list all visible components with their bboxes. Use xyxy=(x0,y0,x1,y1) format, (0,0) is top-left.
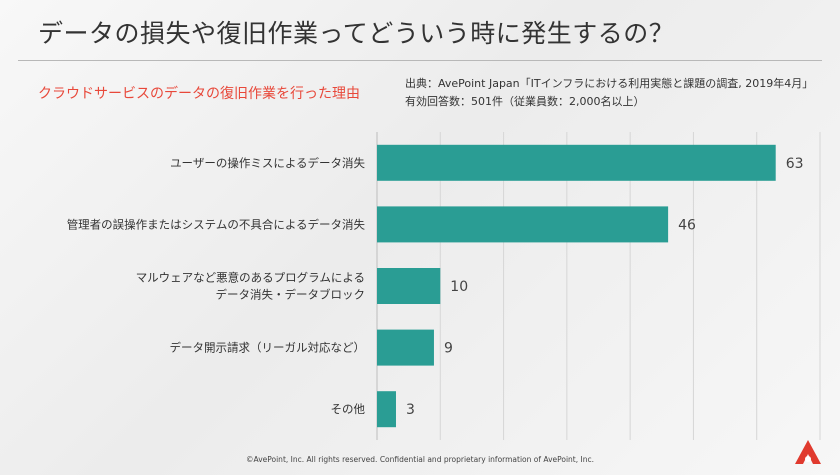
category-label: データ開示請求（リーガル対応など） xyxy=(170,341,366,355)
bar xyxy=(377,391,396,428)
category-label: 管理者の誤操作またはシステムの不具合によるデータ消失 xyxy=(67,217,366,231)
data-label: 63 xyxy=(786,156,804,172)
copyright-footer: ©AvePoint, Inc. All rights reserved. Con… xyxy=(246,455,594,464)
slide-title: データの損失や復旧作業ってどういう時に発生するの？ xyxy=(38,19,675,48)
source-note: 出典：AvePoint Japan「ITインフラにおける利用実態と課題の調査, … xyxy=(405,75,813,111)
source-line-1: 出典：AvePoint Japan「ITインフラにおける利用実態と課題の調査, … xyxy=(405,77,814,90)
data-label: 46 xyxy=(678,217,696,233)
category-label: データ消失・データブロック xyxy=(216,288,366,302)
data-label: 10 xyxy=(450,279,468,295)
title-divider xyxy=(18,60,822,61)
category-label: その他 xyxy=(331,402,366,416)
chart-subtitle: クラウドサービスのデータの復旧作業を行った理由 xyxy=(38,86,360,102)
bar xyxy=(377,329,434,366)
category-label: マルウェアなど悪意のあるプログラムによる xyxy=(136,271,365,285)
source-line-2: 有効回答数：501件（従業員数：2,000名以上） xyxy=(405,95,645,108)
data-label: 9 xyxy=(444,341,453,357)
bar xyxy=(377,268,441,304)
bar xyxy=(377,144,776,181)
bar xyxy=(377,206,669,243)
data-label: 3 xyxy=(406,402,415,418)
category-label: ユーザーの操作ミスによるデータ消失 xyxy=(170,156,365,170)
avepoint-logo-icon xyxy=(795,440,821,464)
